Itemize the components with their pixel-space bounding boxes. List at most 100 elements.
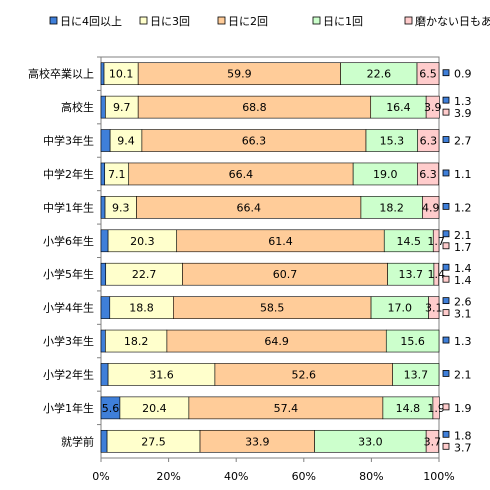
outside-label: 0.9 xyxy=(454,68,472,81)
bar-segment xyxy=(100,129,111,152)
data-label: 3.9 xyxy=(424,101,442,114)
data-label: 19.0 xyxy=(373,168,398,181)
bar-segment xyxy=(100,162,106,186)
category-label: 中学1年生 xyxy=(43,200,94,214)
data-label: 1.4 xyxy=(428,268,446,281)
x-tick-label: 40% xyxy=(224,470,248,483)
data-label: 66.4 xyxy=(229,168,254,181)
outside-label: 2.1 xyxy=(454,229,472,242)
outside-label: 2.7 xyxy=(454,135,472,148)
data-label: 18.8 xyxy=(129,302,154,315)
bar-segment xyxy=(422,196,440,219)
data-label: 7.1 xyxy=(108,168,126,181)
data-label: 18.2 xyxy=(124,335,149,348)
outside-label: 3.7 xyxy=(454,441,472,454)
data-label: 14.8 xyxy=(396,402,421,415)
data-label: 33.0 xyxy=(358,435,383,448)
data-label: 31.6 xyxy=(149,368,174,381)
bar-segment xyxy=(433,262,439,286)
data-label: 3.7 xyxy=(424,435,442,448)
outside-label: 2.6 xyxy=(454,296,472,309)
bar-segment xyxy=(100,296,111,319)
outside-label: 1.4 xyxy=(454,262,472,275)
data-label: 4.9 xyxy=(422,201,440,214)
data-label: 68.8 xyxy=(242,101,267,114)
data-label: 58.5 xyxy=(260,302,285,315)
data-label: 20.3 xyxy=(130,235,155,248)
data-label: 22.7 xyxy=(132,268,157,281)
bars: 10.1 59.9 22.6 6.5 0.99.7 68.8 16.4 3.9 1.33.99.… xyxy=(100,62,472,454)
outside-label: 3.9 xyxy=(454,107,472,120)
category-label: 小学5年生 xyxy=(43,267,94,281)
plot-area xyxy=(100,56,440,459)
x-tick-label: 20% xyxy=(156,470,180,483)
outside-swatch xyxy=(442,297,450,305)
outside-swatch xyxy=(442,336,450,344)
bar-segment xyxy=(416,62,440,86)
data-label: 60.7 xyxy=(273,268,298,281)
data-label: 22.6 xyxy=(367,68,392,81)
category-label: 小学2年生 xyxy=(43,367,94,381)
data-label: 13.7 xyxy=(399,268,424,281)
outside-swatch xyxy=(442,309,450,317)
legend-swatch xyxy=(49,16,58,25)
category-label: 小学3年生 xyxy=(43,334,94,348)
data-label: 59.9 xyxy=(227,68,252,81)
data-label: 14.5 xyxy=(396,235,421,248)
data-label: 1.9 xyxy=(427,402,445,415)
legend-swatch xyxy=(217,16,226,25)
data-label: 9.7 xyxy=(113,101,131,114)
data-label: 9.4 xyxy=(117,135,135,148)
outside-label: 3.1 xyxy=(454,308,472,321)
data-label: 6.3 xyxy=(419,168,437,181)
outside-label: 2.1 xyxy=(454,368,472,381)
data-label: 64.9 xyxy=(264,335,289,348)
outside-swatch xyxy=(442,202,450,210)
outside-swatch xyxy=(442,263,450,271)
data-label: 17.0 xyxy=(388,302,413,315)
outside-swatch xyxy=(442,403,450,411)
outside-label: 1.3 xyxy=(454,95,472,108)
bar-segment xyxy=(425,429,439,453)
x-tick-label: 0% xyxy=(92,470,109,483)
bar-segment xyxy=(432,396,440,420)
data-label: 18.2 xyxy=(379,201,404,214)
data-label: 9.3 xyxy=(112,201,130,214)
data-label: 15.3 xyxy=(380,135,405,148)
bar-segment xyxy=(100,62,105,86)
category-label: 高校生 xyxy=(61,100,94,114)
x-tick-label: 80% xyxy=(359,470,383,483)
outside-swatch xyxy=(442,69,450,77)
bar-segment xyxy=(392,363,440,386)
plot-frame xyxy=(100,56,440,459)
data-label: 13.7 xyxy=(404,368,429,381)
x-tick-label: 60% xyxy=(292,470,316,483)
category-label: 小学4年生 xyxy=(43,301,94,315)
outside-label: 1.2 xyxy=(454,201,472,214)
bar-segment xyxy=(432,229,440,253)
data-label: 57.4 xyxy=(274,402,299,415)
outside-label: 1.8 xyxy=(454,429,472,442)
bar-segment xyxy=(100,262,107,286)
data-label: 20.4 xyxy=(142,402,167,415)
x-tick-label: 100% xyxy=(423,470,454,483)
outside-label: 1.7 xyxy=(454,241,472,254)
data-label: 10.1 xyxy=(109,68,134,81)
data-label: 6.3 xyxy=(420,135,438,148)
outside-swatch xyxy=(442,96,450,104)
outside-label: 1.3 xyxy=(454,335,472,348)
data-label: 61.4 xyxy=(268,235,293,248)
bar-segment xyxy=(100,329,106,353)
data-label: 52.6 xyxy=(292,368,317,381)
bar-segment xyxy=(428,296,440,319)
data-label: 66.3 xyxy=(242,135,267,148)
bar-segment xyxy=(100,196,106,219)
bar-segment xyxy=(425,95,440,119)
data-label: 15.6 xyxy=(400,335,425,348)
outside-swatch xyxy=(442,442,450,450)
legend-swatch xyxy=(139,16,148,25)
legend-label: 日に2回 xyxy=(228,15,268,28)
bar-segment xyxy=(385,329,440,353)
outside-swatch xyxy=(442,136,450,143)
